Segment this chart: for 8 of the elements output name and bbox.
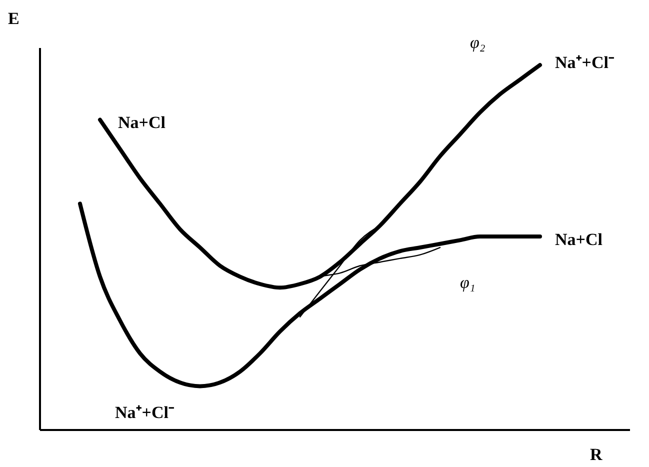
annotation: Na⁺+Cl⁻	[555, 53, 614, 72]
annotation: Na+Cl	[555, 230, 603, 249]
x-axis-title: R	[590, 445, 603, 464]
y-axis-title: E	[8, 9, 20, 28]
text: φ₂	[470, 33, 486, 52]
annotation: Na⁺+Cl⁻	[115, 403, 174, 422]
annotation: Na+Cl	[118, 113, 166, 132]
series-label: φ₁	[460, 273, 476, 292]
